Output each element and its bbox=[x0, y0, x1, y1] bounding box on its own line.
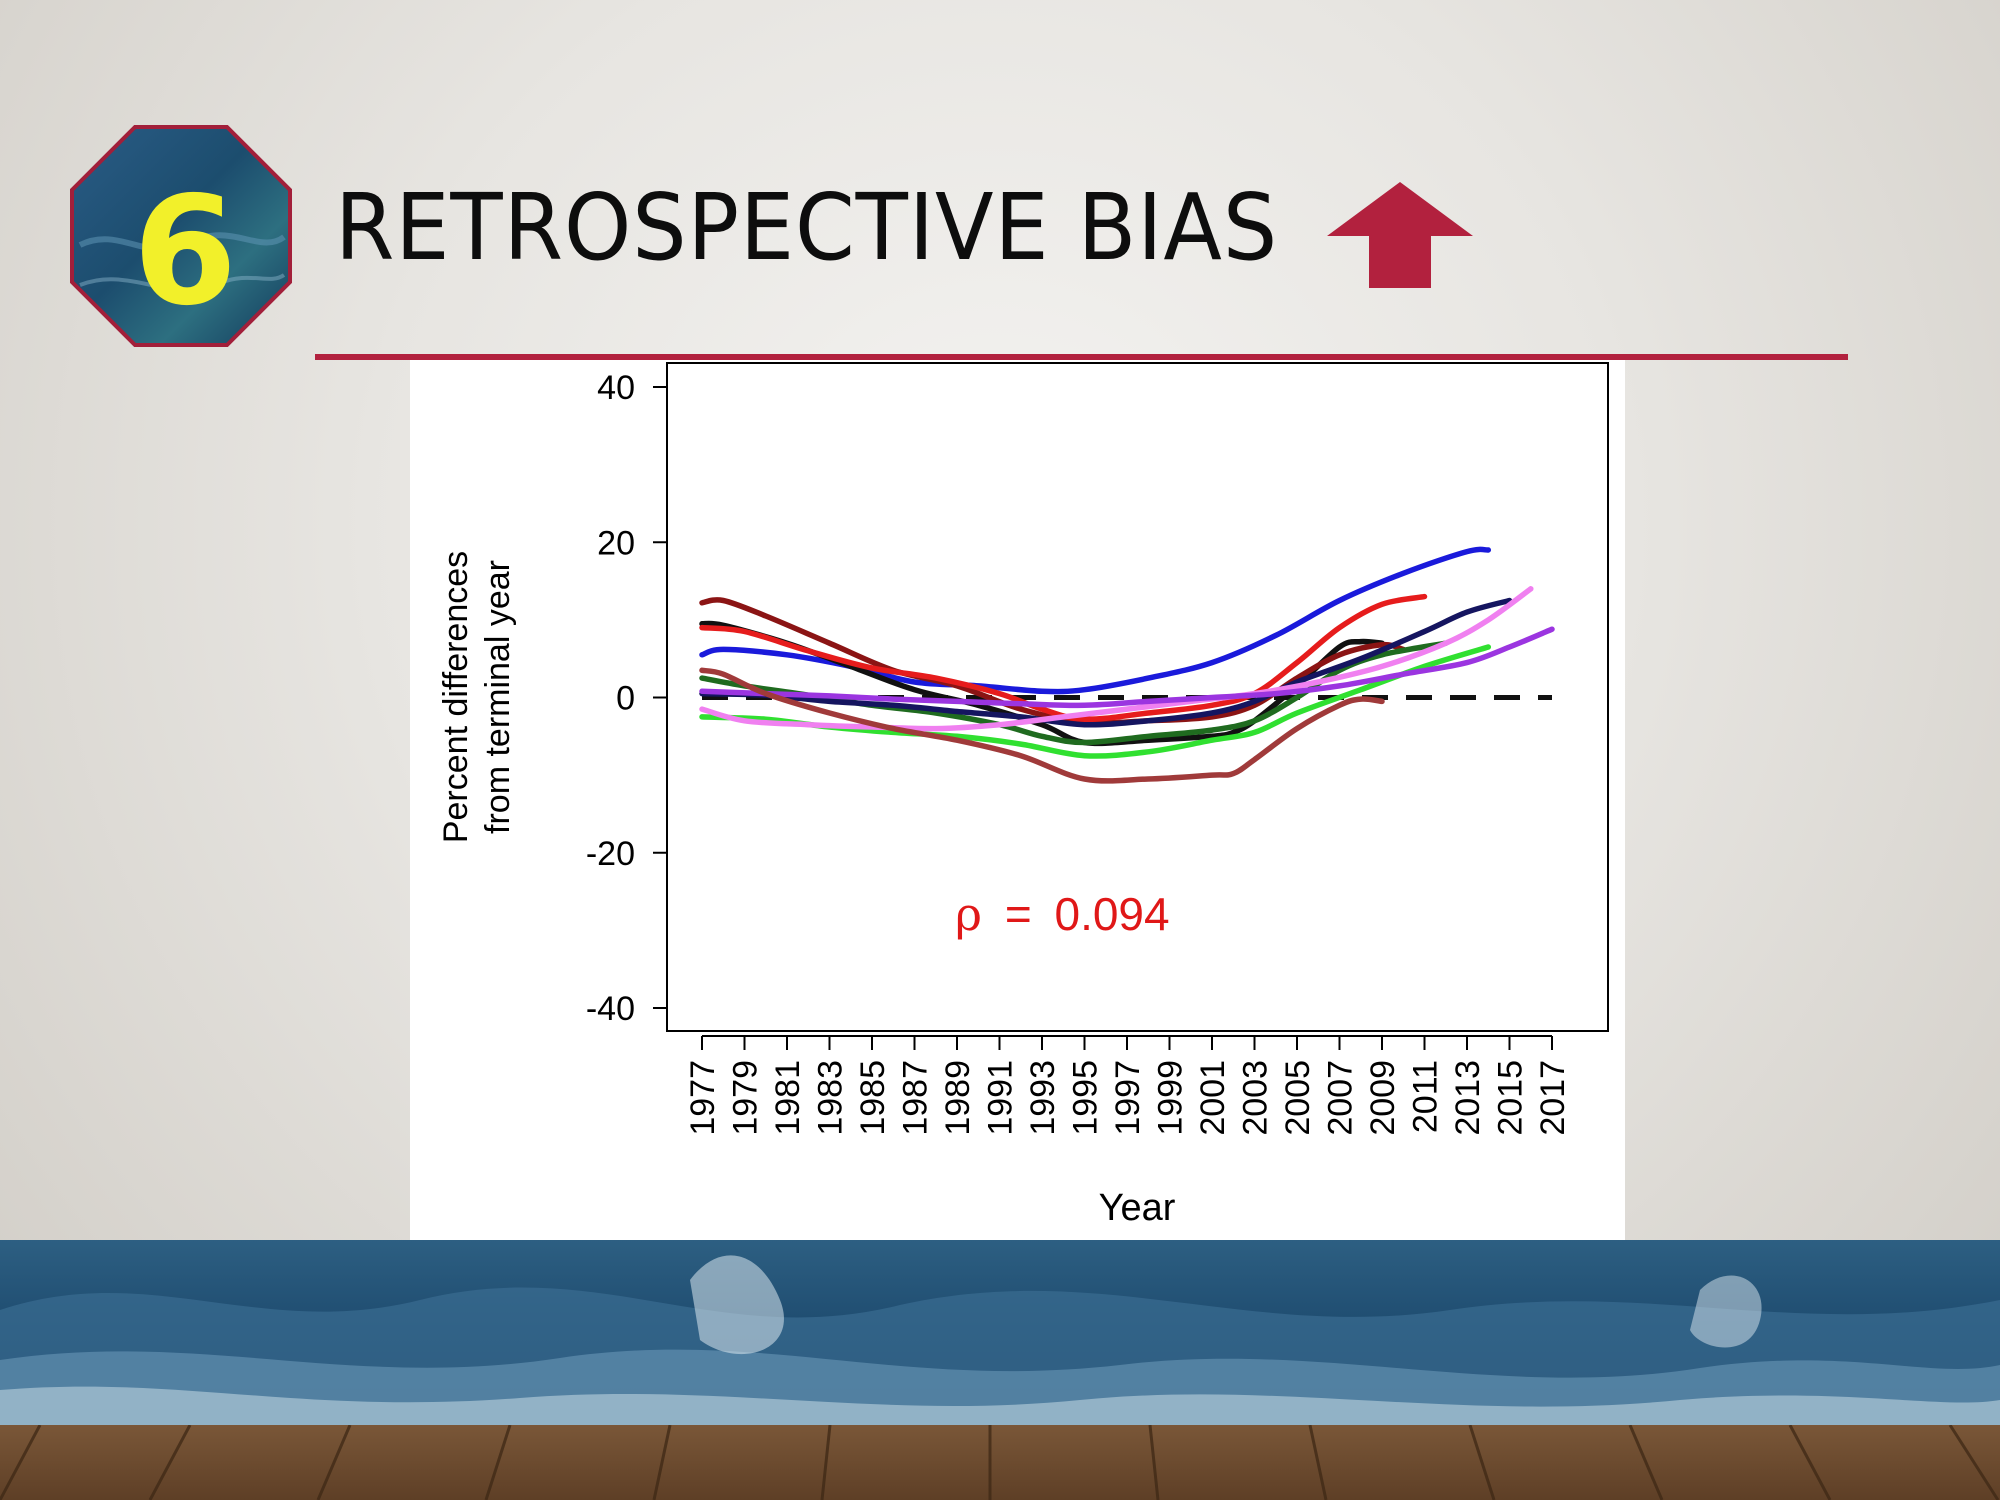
slide-title: RETROSPECTIVE BIAS bbox=[335, 174, 1279, 281]
x-tick-label: 2007 bbox=[1322, 1060, 1360, 1136]
series-line-10 bbox=[699, 667, 1385, 784]
x-tick-label: 1989 bbox=[939, 1060, 977, 1136]
x-tick-label: 2017 bbox=[1534, 1060, 1572, 1136]
y-axis-label-line2: from terminal year bbox=[479, 560, 517, 834]
x-tick-label: 1993 bbox=[1024, 1060, 1062, 1136]
series-line-8 bbox=[699, 586, 1534, 732]
ocean-waves-banner bbox=[0, 1240, 2000, 1435]
retrospective-bias-chart: 40 20 0 -20 -40 1977 1979 1981 1983 1985 1987 1989… bbox=[437, 362, 1609, 1229]
x-tick-label: 1979 bbox=[727, 1060, 765, 1136]
x-tick-label: 1977 bbox=[684, 1060, 722, 1136]
x-tick-label: 2001 bbox=[1194, 1060, 1232, 1136]
chart-panel: 40 20 0 -20 -40 1977 1979 1981 1983 1985 1987 1989… bbox=[410, 360, 1625, 1240]
series-line-4 bbox=[699, 593, 1428, 723]
arrow-up-icon bbox=[1327, 182, 1473, 288]
title-underline bbox=[315, 354, 1848, 360]
wooden-deck bbox=[0, 1425, 2000, 1500]
rho-symbol: ρ bbox=[955, 887, 982, 941]
series-line-1 bbox=[699, 546, 1492, 695]
x-tick-label: 1987 bbox=[897, 1060, 935, 1136]
x-tick-label: 2009 bbox=[1364, 1060, 1402, 1136]
y-axis-label-line1: Percent differences bbox=[437, 551, 475, 843]
x-tick-label: 2005 bbox=[1279, 1060, 1317, 1136]
x-tick-label: 1991 bbox=[982, 1060, 1020, 1136]
badge-number: 6 bbox=[133, 165, 237, 339]
x-axis-label: Year bbox=[1099, 1187, 1176, 1229]
rho-annotation: ρ = 0.094 bbox=[955, 887, 1170, 941]
x-tick-label: 2003 bbox=[1237, 1060, 1275, 1136]
x-tick-label: 1997 bbox=[1109, 1060, 1147, 1136]
x-tick-label: 1983 bbox=[812, 1060, 850, 1136]
y-tick-label: -20 bbox=[586, 835, 635, 873]
y-tick-label: -40 bbox=[586, 990, 635, 1028]
x-tick-label: 1995 bbox=[1067, 1060, 1105, 1136]
y-tick-label: 0 bbox=[616, 680, 635, 718]
x-tick-label: 1981 bbox=[769, 1060, 807, 1136]
x-tick-label: 1999 bbox=[1152, 1060, 1190, 1136]
series-line-7 bbox=[699, 597, 1513, 728]
rho-value: 0.094 bbox=[1054, 888, 1169, 940]
x-tick-label: 1985 bbox=[854, 1060, 892, 1136]
badge-6-icon: 6 bbox=[70, 125, 292, 347]
x-tick-label: 2013 bbox=[1449, 1060, 1487, 1136]
x-tick-label: 2015 bbox=[1492, 1060, 1530, 1136]
rho-equals: = bbox=[1005, 888, 1032, 940]
x-tick-label: 2011 bbox=[1407, 1060, 1445, 1133]
y-tick-label: 20 bbox=[597, 524, 635, 562]
series-line-9 bbox=[699, 626, 1555, 709]
y-tick-label: 40 bbox=[597, 369, 635, 407]
